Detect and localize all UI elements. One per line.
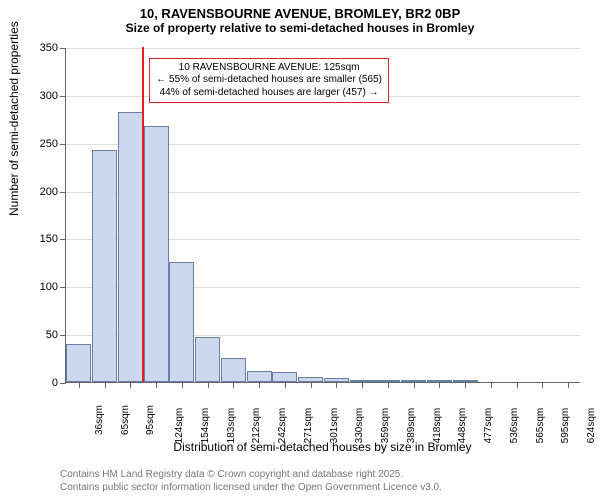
footer-attribution: Contains HM Land Registry data © Crown c…	[60, 468, 442, 494]
x-tick-label: 301sqm	[328, 408, 339, 444]
x-tick-label: 242sqm	[277, 408, 288, 444]
y-axis-title: Number of semi-detached properties	[7, 21, 21, 216]
x-tick-label: 418sqm	[431, 408, 442, 444]
y-tick-label: 50	[46, 329, 58, 341]
x-tick-label: 389sqm	[406, 408, 417, 444]
y-tick-label: 0	[52, 377, 58, 389]
annotation-line: 10 RAVENSBOURNE AVENUE: 125sqm	[156, 62, 382, 75]
x-tick-label: 154sqm	[200, 408, 211, 444]
x-tick-label: 624sqm	[586, 408, 597, 444]
annotation-line: 44% of semi-detached houses are larger (…	[156, 87, 382, 100]
x-tick-label: 595sqm	[560, 408, 571, 444]
histogram-bar	[169, 262, 194, 382]
chart-title-main: 10, RAVENSBOURNE AVENUE, BROMLEY, BR2 0B…	[0, 6, 600, 21]
property-size-chart: 10, RAVENSBOURNE AVENUE, BROMLEY, BR2 0B…	[0, 6, 600, 456]
x-tick-label: 36sqm	[94, 405, 105, 435]
histogram-bar	[247, 371, 272, 382]
y-tick-label: 200	[40, 186, 58, 198]
x-tick-label: 183sqm	[225, 408, 236, 444]
x-axis-title: Distribution of semi-detached houses by …	[65, 440, 580, 454]
histogram-bar	[92, 150, 117, 382]
x-tick-label: 448sqm	[457, 408, 468, 444]
x-tick-label: 359sqm	[380, 408, 391, 444]
histogram-bar	[272, 372, 297, 382]
y-tick-label: 300	[40, 90, 58, 102]
y-tick-label: 250	[40, 138, 58, 150]
footer-line-1: Contains HM Land Registry data © Crown c…	[60, 468, 442, 481]
annotation-line: ← 55% of semi-detached houses are smalle…	[156, 74, 382, 87]
x-tick-label: 124sqm	[174, 408, 185, 444]
x-tick-label: 536sqm	[509, 408, 520, 444]
plot-area: 05010015020025030035036sqm65sqm95sqm124s…	[65, 48, 580, 383]
property-marker-line	[142, 47, 144, 382]
property-annotation: 10 RAVENSBOURNE AVENUE: 125sqm← 55% of s…	[149, 58, 389, 104]
x-tick-label: 330sqm	[354, 408, 365, 444]
chart-title-sub: Size of property relative to semi-detach…	[0, 21, 600, 35]
x-tick-label: 565sqm	[534, 408, 545, 444]
y-tick-label: 150	[40, 233, 58, 245]
x-tick-label: 477sqm	[483, 408, 494, 444]
histogram-bar	[195, 337, 220, 382]
x-tick-label: 65sqm	[120, 405, 131, 435]
y-tick-label: 350	[40, 42, 58, 54]
histogram-bar	[144, 126, 169, 382]
histogram-bar	[221, 358, 246, 382]
histogram-bar	[118, 112, 143, 382]
footer-line-2: Contains public sector information licen…	[60, 481, 442, 494]
x-tick-label: 95sqm	[145, 405, 156, 435]
x-tick-label: 212sqm	[251, 408, 262, 444]
x-tick-label: 271sqm	[303, 408, 314, 444]
histogram-bar	[66, 344, 91, 382]
y-tick-label: 100	[40, 281, 58, 293]
